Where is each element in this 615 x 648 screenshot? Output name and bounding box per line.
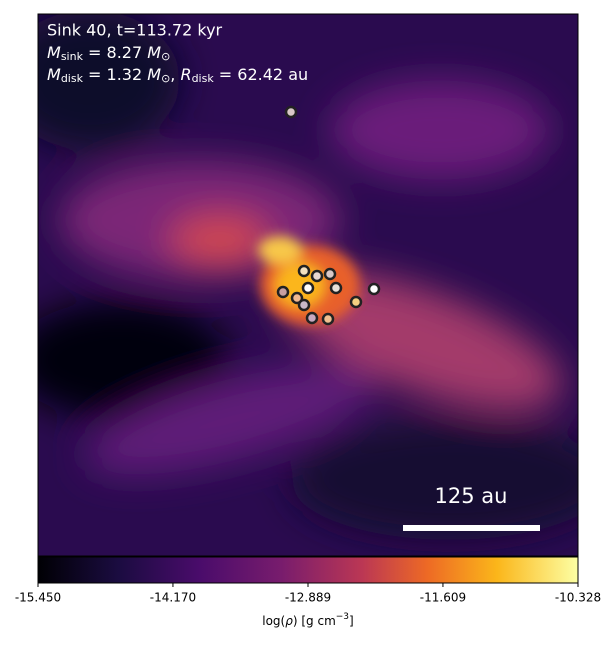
colorbar-tick-label: -12.889	[285, 591, 331, 605]
colorbar-label: log(ρ) [g cm−3]	[262, 612, 353, 628]
colorbar-tick-label: -10.328	[555, 591, 601, 605]
title: Sink 40, t=113.72 kyr	[47, 21, 223, 40]
image-frame	[37, 13, 579, 557]
scale-bar-label: 125 au	[435, 484, 508, 508]
colorbar-tick-label: -14.170	[150, 591, 196, 605]
colorbar-tick-label: -15.450	[15, 591, 61, 605]
density-map	[38, 14, 578, 556]
colorbar	[37, 556, 579, 584]
scale-bar	[403, 525, 540, 531]
sink-particles	[276, 105, 381, 326]
disk-properties: Mdisk = 1.32 M⊙, Rdisk = 62.42 au	[47, 65, 308, 86]
sink-mass: Msink = 8.27 M⊙	[47, 43, 170, 64]
colorbar-tick-label: -11.609	[420, 591, 466, 605]
